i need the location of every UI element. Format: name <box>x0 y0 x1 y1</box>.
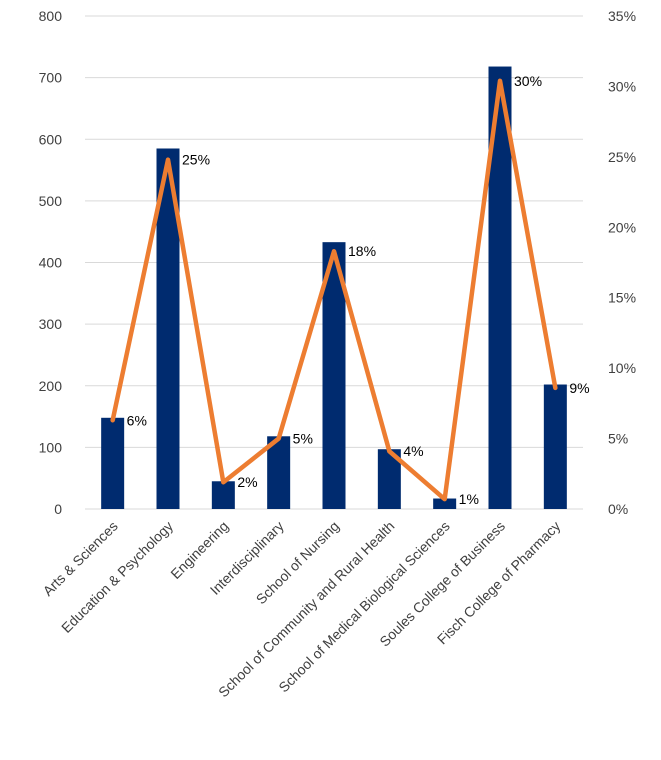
left-tick-label: 400 <box>39 255 63 271</box>
bar <box>267 436 291 509</box>
data-label: 1% <box>459 491 479 507</box>
left-tick-label: 300 <box>39 316 63 332</box>
data-label: 6% <box>127 412 147 428</box>
data-labels: 6% 25% 2% 5% 18% 4% 1% 30% 9% <box>127 73 590 507</box>
left-tick-label: 200 <box>39 378 63 394</box>
bar <box>377 449 401 509</box>
left-tick-label: 100 <box>39 439 63 455</box>
data-label: 9% <box>569 380 589 396</box>
left-tick-label: 500 <box>39 193 63 209</box>
left-tick-label: 0 <box>54 501 62 517</box>
left-axis-ticks: 0 100 200 300 400 500 600 700 800 <box>39 8 63 517</box>
bar <box>156 148 180 509</box>
bar <box>322 242 346 509</box>
data-label: 2% <box>237 474 257 490</box>
right-tick-label: 0% <box>608 501 628 517</box>
left-tick-label: 700 <box>39 70 63 86</box>
bar <box>101 417 125 509</box>
percent-line <box>110 78 558 502</box>
data-label: 5% <box>293 431 313 447</box>
data-label: 30% <box>514 73 542 89</box>
left-tick-label: 800 <box>39 8 63 24</box>
right-axis-ticks: 0% 5% 10% 15% 20% 25% 30% 35% <box>608 8 636 517</box>
bar <box>543 384 567 509</box>
data-label: 4% <box>403 443 423 459</box>
bar <box>488 66 512 509</box>
bar <box>433 498 457 509</box>
right-tick-label: 35% <box>608 8 636 24</box>
line-series <box>110 78 558 502</box>
bar-series <box>101 66 567 509</box>
right-tick-label: 10% <box>608 360 636 376</box>
right-tick-label: 25% <box>608 149 636 165</box>
right-tick-label: 15% <box>608 290 636 306</box>
right-tick-label: 20% <box>608 219 636 235</box>
data-label: 25% <box>182 152 210 168</box>
category-label: Education & Psychology <box>58 518 176 636</box>
bar <box>211 481 235 509</box>
data-label: 18% <box>348 243 376 259</box>
right-tick-label: 5% <box>608 431 628 447</box>
right-tick-label: 30% <box>608 78 636 94</box>
left-tick-label: 600 <box>39 131 63 147</box>
